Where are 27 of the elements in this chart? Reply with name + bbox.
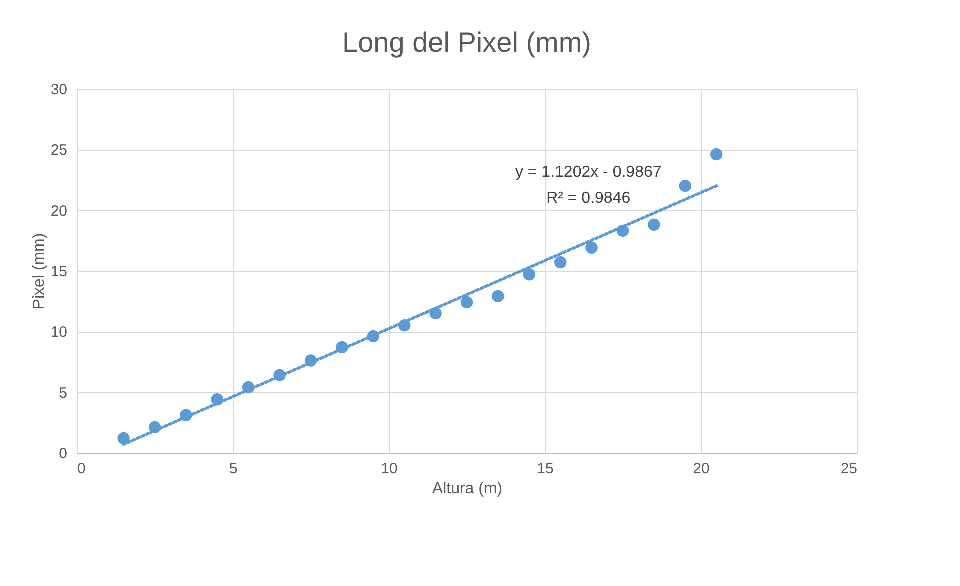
y-tick-label: 10	[50, 324, 68, 342]
point	[710, 148, 723, 161]
x-tick-label: 25	[840, 460, 858, 478]
y-tick-label: 30	[50, 82, 68, 98]
chart-title: Long del Pixel (mm)	[342, 27, 592, 58]
x-tick-label: 5	[229, 460, 238, 478]
y-tick-label: 20	[50, 202, 68, 220]
x-tick-label: 0	[78, 460, 86, 478]
x-tick-label: 20	[693, 460, 710, 478]
y-tick-label: 0	[59, 446, 68, 462]
point	[554, 256, 567, 269]
point	[118, 432, 130, 445]
y-tick-label: 5	[59, 384, 68, 402]
y-axis-title: Pixel (mm)	[30, 233, 48, 310]
x-tick-label: 10	[381, 460, 398, 478]
x-tick-label: 15	[537, 460, 554, 478]
annotation: R² = 0.9846	[546, 190, 631, 208]
point	[586, 242, 598, 254]
point	[679, 180, 692, 192]
y-tick-label: 15	[50, 264, 68, 280]
annotation: y = 1.1202x - 0.9867	[515, 164, 662, 182]
x-axis-title: Altura (m)	[432, 480, 503, 498]
point	[492, 290, 504, 303]
y-tick-label: 25	[50, 142, 68, 160]
point	[648, 218, 660, 232]
point	[523, 268, 536, 281]
point	[460, 296, 474, 309]
